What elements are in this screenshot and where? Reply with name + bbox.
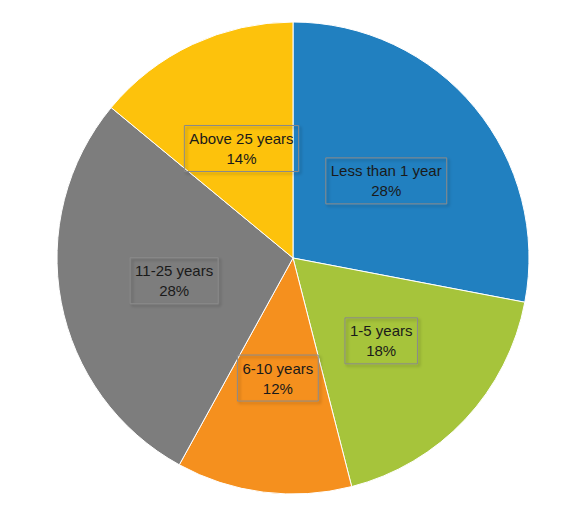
svg-text:18%: 18% <box>366 342 396 359</box>
svg-text:28%: 28% <box>159 282 189 299</box>
svg-text:Less than 1 year: Less than 1 year <box>331 162 442 179</box>
svg-text:14%: 14% <box>226 150 256 167</box>
svg-text:28%: 28% <box>371 182 401 199</box>
svg-text:11-25 years: 11-25 years <box>135 262 213 279</box>
svg-text:1-5 years: 1-5 years <box>350 322 413 339</box>
svg-text:6-10 years: 6-10 years <box>242 360 313 377</box>
svg-text:Above 25 years: Above 25 years <box>189 130 293 147</box>
svg-text:12%: 12% <box>263 380 293 397</box>
